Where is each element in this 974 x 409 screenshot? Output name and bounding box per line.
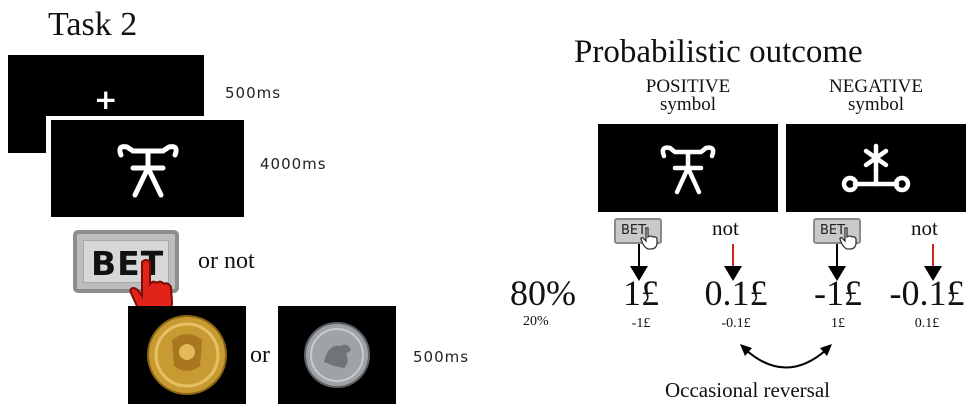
positive-not-label: not: [712, 216, 739, 240]
ten-pence-coin-screen: [278, 306, 396, 404]
outcome-title: Probabilistic outcome: [574, 34, 863, 70]
outcome-value-low: -0.1£: [721, 316, 751, 331]
prob-high-label: 80%: [510, 273, 576, 313]
outcome-value-high: -1£: [814, 273, 862, 313]
outcome-value-high: 1£: [623, 273, 659, 313]
or-label: or: [250, 342, 270, 368]
or-not-label: or not: [198, 248, 255, 274]
outcome-value-low: 1£: [831, 316, 845, 331]
positive-hand-cursor-icon: [640, 227, 658, 250]
negative-hand-cursor-icon: [839, 227, 857, 250]
outcome-value-low: 0.1£: [914, 316, 940, 331]
outcome-value-high: 0.1£: [704, 273, 768, 313]
positive-header-line2: symbol: [660, 94, 716, 115]
outcome-value-low: -1£: [631, 316, 651, 331]
reversal-label: Occasional reversal: [665, 378, 830, 402]
fixation-duration: 500ms: [225, 84, 282, 102]
negative-header: NEGATIVE symbol: [786, 76, 966, 115]
task-title: Task 2: [48, 6, 138, 43]
pound-coin-icon: [147, 315, 227, 395]
hand-cursor-icon: [129, 259, 174, 318]
negative-symbol-screen: [786, 124, 966, 212]
negative-header-line2: symbol: [848, 94, 904, 115]
negative-header-line1: NEGATIVE: [829, 76, 923, 97]
positive-symbol-screen: [598, 124, 778, 212]
symbol-screen: [51, 120, 244, 217]
prob-low-label: 20%: [523, 314, 549, 329]
outcome-duration: 500ms: [413, 348, 470, 366]
outcome-arrows: [630, 244, 942, 281]
ten-pence-coin-icon: [304, 322, 370, 388]
bet-button[interactable]: BET: [73, 230, 179, 293]
symbol-duration: 4000ms: [260, 155, 327, 173]
bet-button-label: BET: [91, 244, 165, 283]
positive-header-line1: POSITIVE: [645, 76, 731, 97]
positive-symbol-icon: [117, 144, 179, 198]
negative-symbol-icon: [841, 143, 911, 193]
fixation-cross: +: [94, 83, 118, 116]
pound-coin-screen: [128, 306, 246, 404]
negative-bet-label: BET: [820, 223, 846, 238]
reversal-arrow-icon: [740, 344, 832, 369]
negative-bet-button[interactable]: BET: [813, 218, 861, 244]
positive-header: POSITIVE symbol: [598, 76, 778, 115]
outcome-value-high: -0.1£: [889, 273, 965, 313]
positive-symbol-icon: [660, 145, 716, 195]
positive-bet-label: BET: [621, 223, 647, 238]
negative-not-label: not: [911, 216, 938, 240]
